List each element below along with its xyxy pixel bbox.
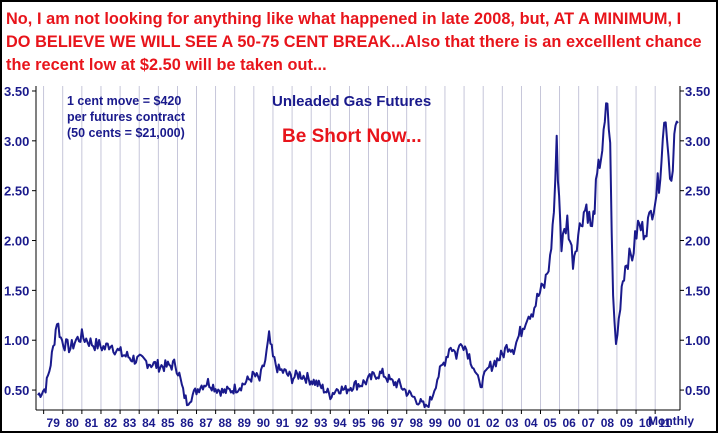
x-tick-label: 03 [505, 416, 519, 430]
x-tick-label: 80 [66, 416, 80, 430]
y-tick-label-right: 2.50 [685, 184, 710, 199]
x-tick-label: 84 [142, 416, 156, 430]
x-tick-label: 96 [371, 416, 385, 430]
x-tick-label: 06 [562, 416, 576, 430]
x-tick-label: 99 [429, 416, 443, 430]
chart-title: Unleaded Gas Futures [272, 93, 431, 110]
left-y-tick-labels: 0.50 1.00 1.50 2.00 2.50 3.00 3.50 [4, 84, 36, 398]
x-tick-label: 02 [486, 416, 500, 430]
x-tick-label: 88 [219, 416, 233, 430]
call-to-action: Be Short Now... [282, 126, 422, 147]
x-tick-label: 86 [180, 416, 194, 430]
x-tick-label: 05 [543, 416, 557, 430]
x-tick-label: 93 [314, 416, 328, 430]
x-tick-label: 85 [161, 416, 175, 430]
x-tick-label: 98 [410, 416, 424, 430]
x-tick-label: 08 [601, 416, 615, 430]
y-tick-label-right: 0.50 [685, 383, 710, 398]
note-line-3: (50 cents = $21,000) [67, 126, 185, 140]
x-axis-label: Monthly [648, 414, 694, 428]
y-tick-label-right: 3.50 [685, 84, 710, 99]
y-tick-label-left: 2.00 [4, 234, 29, 249]
x-tick-label: 95 [352, 416, 366, 430]
headline-text: No, I am not looking for anything like w… [6, 10, 702, 74]
x-tick-label: 89 [238, 416, 252, 430]
vertical-grid [43, 86, 656, 414]
x-tick-label: 82 [104, 416, 118, 430]
x-tick-label: 94 [333, 416, 347, 430]
y-tick-label-left: 0.50 [4, 383, 29, 398]
x-tick-label: 90 [257, 416, 271, 430]
y-tick-label-left: 3.50 [4, 84, 29, 99]
x-tick-label: 09 [620, 416, 634, 430]
x-tick-label: 91 [276, 416, 290, 430]
y-tick-label-right: 3.00 [685, 134, 710, 149]
x-tick-label: 87 [199, 416, 213, 430]
y-tick-label-left: 1.00 [4, 333, 29, 348]
right-y-tick-labels: 0.50 1.00 1.50 2.00 2.50 3.00 3.50 [680, 84, 710, 398]
x-tick-label: 79 [47, 416, 61, 430]
x-tick-label: 04 [524, 416, 538, 430]
x-tick-label: 81 [85, 416, 99, 430]
y-tick-label-right: 2.00 [685, 234, 710, 249]
note-line-2: per futures contract [67, 110, 186, 124]
x-tick-label: 11 [658, 416, 671, 430]
y-tick-label-right: 1.00 [685, 333, 710, 348]
x-tick-label: 00 [448, 416, 462, 430]
x-tick-label: 97 [390, 416, 404, 430]
y-tick-label-left: 2.50 [4, 184, 29, 199]
note-line-1: 1 cent move = $420 [67, 94, 181, 108]
y-tick-label-right: 1.50 [685, 283, 710, 298]
series-line [37, 102, 679, 409]
x-tick-label: 92 [295, 416, 309, 430]
x-tick-label: 10 [639, 416, 653, 430]
y-tick-label-left: 1.50 [4, 283, 29, 298]
x-tick-label: 07 [582, 416, 596, 430]
x-tick-label: 83 [123, 416, 137, 430]
x-tick-label: 01 [467, 416, 481, 430]
y-tick-label-left: 3.00 [4, 134, 29, 149]
x-tick-labels: 79 80 81 82 83 84 85 86 87 88 89 90 91 92 93 94 95 96 97 98… [47, 416, 672, 430]
